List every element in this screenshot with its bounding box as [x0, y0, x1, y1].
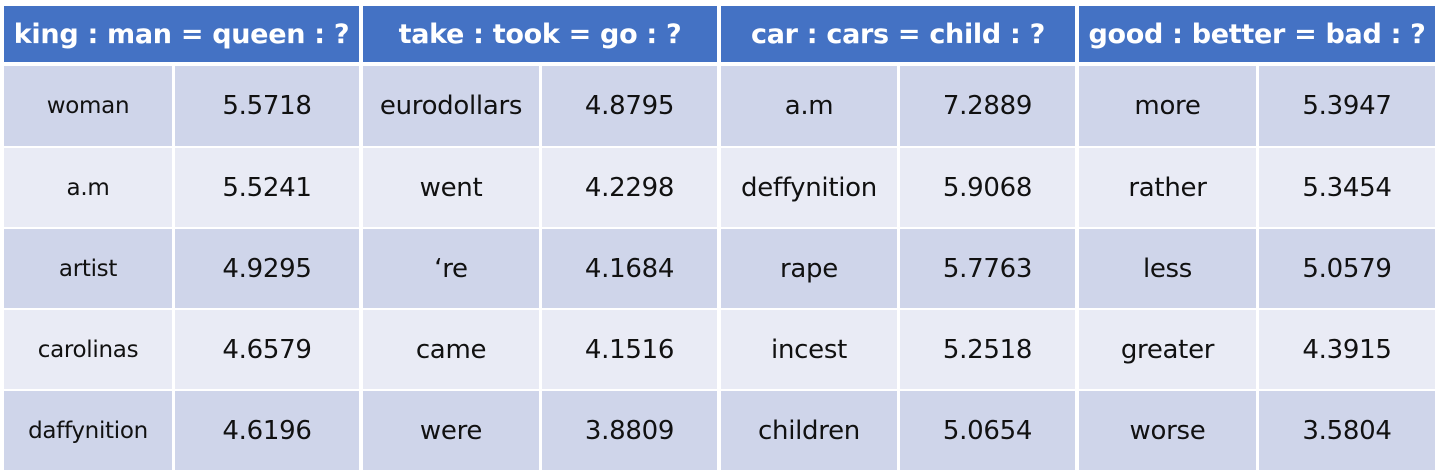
- score-cell: 4.6196: [175, 391, 359, 470]
- word-cell: ‘re: [363, 229, 539, 308]
- word-cell: greater: [1079, 310, 1256, 389]
- score-cell: 4.2298: [542, 148, 717, 227]
- score-cell: 5.2518: [900, 310, 1075, 389]
- word-cell: went: [363, 148, 539, 227]
- word-cell: eurodollars: [363, 66, 539, 146]
- score-cell: 5.9068: [900, 148, 1075, 227]
- word-cell: rather: [1079, 148, 1256, 227]
- word-cell: children: [721, 391, 897, 470]
- word-cell: daffynition: [4, 391, 172, 470]
- word-cell: more: [1079, 66, 1256, 146]
- word-cell: deffynition: [721, 148, 897, 227]
- analogy-header-1: king : man = queen : ?: [4, 6, 359, 62]
- word-cell: woman: [4, 66, 172, 146]
- word-cell: less: [1079, 229, 1256, 308]
- word-cell: were: [363, 391, 539, 470]
- score-cell: 4.9295: [175, 229, 359, 308]
- word-cell: a.m: [721, 66, 897, 146]
- word-cell: rape: [721, 229, 897, 308]
- word-analogy-table: king : man = queen : ? take : took = go …: [4, 6, 1435, 471]
- score-cell: 5.5241: [175, 148, 359, 227]
- analogy-header-4: good : better = bad : ?: [1079, 6, 1435, 62]
- score-cell: 5.5718: [175, 66, 359, 146]
- analogy-header-2: take : took = go : ?: [363, 6, 717, 62]
- word-cell: artist: [4, 229, 172, 308]
- word-cell: came: [363, 310, 539, 389]
- score-cell: 4.3915: [1259, 310, 1435, 389]
- word-cell: carolinas: [4, 310, 172, 389]
- score-cell: 4.8795: [542, 66, 717, 146]
- score-cell: 3.5804: [1259, 391, 1435, 470]
- score-cell: 5.0579: [1259, 229, 1435, 308]
- score-cell: 4.1684: [542, 229, 717, 308]
- score-cell: 5.3454: [1259, 148, 1435, 227]
- word-cell: worse: [1079, 391, 1256, 470]
- score-cell: 4.1516: [542, 310, 717, 389]
- score-cell: 7.2889: [900, 66, 1075, 146]
- score-cell: 5.7763: [900, 229, 1075, 308]
- analogy-header-3: car : cars = child : ?: [721, 6, 1075, 62]
- score-cell: 4.6579: [175, 310, 359, 389]
- score-cell: 5.3947: [1259, 66, 1435, 146]
- score-cell: 5.0654: [900, 391, 1075, 470]
- score-cell: 3.8809: [542, 391, 717, 470]
- word-cell: a.m: [4, 148, 172, 227]
- word-cell: incest: [721, 310, 897, 389]
